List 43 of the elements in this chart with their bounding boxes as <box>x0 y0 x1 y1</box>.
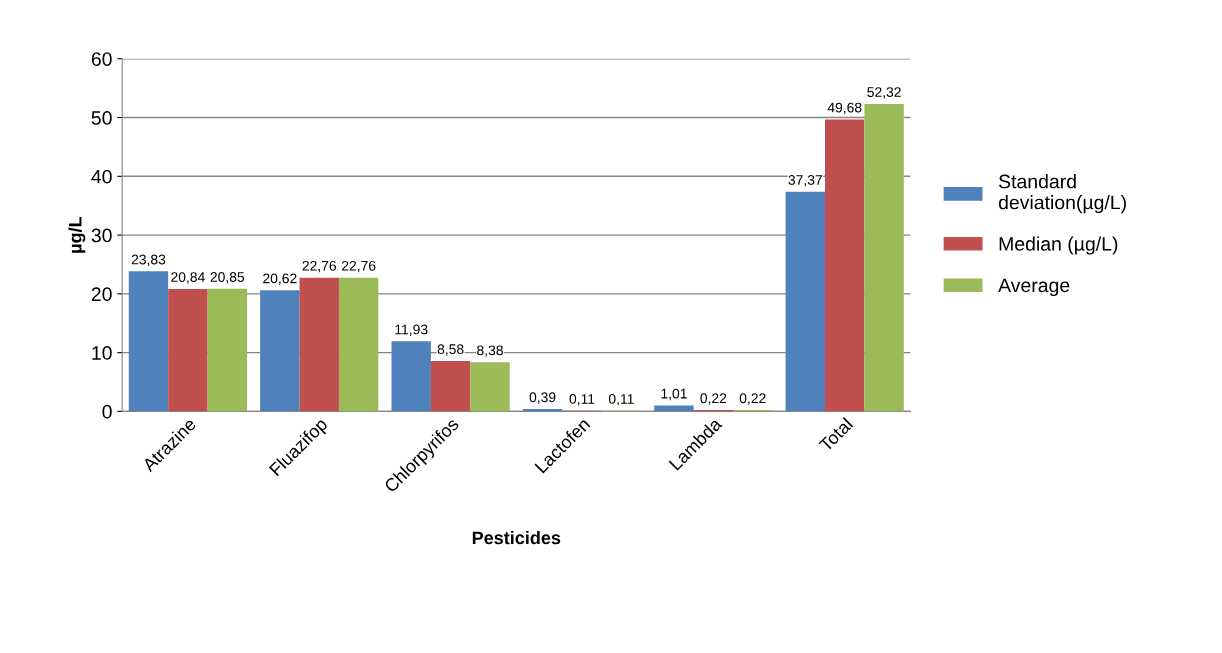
y-tick-label: 40 <box>91 169 112 184</box>
bar <box>128 271 169 412</box>
bar <box>864 103 904 412</box>
data-label: 49,68 <box>827 102 862 115</box>
data-label: 22,76 <box>341 260 376 273</box>
y-tick-label: 20 <box>91 287 112 302</box>
data-label: 22,76 <box>302 260 337 273</box>
data-label: 20,85 <box>210 272 245 284</box>
bar <box>299 277 339 412</box>
data-label: 0,39 <box>529 392 556 404</box>
data-label: 1,01 <box>661 388 687 401</box>
bar <box>654 405 694 412</box>
bar <box>470 362 510 412</box>
bar <box>260 290 300 412</box>
data-label: 0,22 <box>739 393 766 405</box>
data-label: 23,83 <box>131 254 166 267</box>
legend-label: Standard deviation(µg/L) <box>998 174 1126 214</box>
data-label: 11,93 <box>395 324 428 337</box>
data-label: 8,58 <box>437 344 464 356</box>
legend-label: Median (µg/L) <box>999 236 1118 255</box>
data-label: 8,38 <box>477 345 503 357</box>
x-axis-title: Pesticides <box>472 530 561 545</box>
data-label: 20,84 <box>171 272 205 284</box>
data-label: 0,11 <box>608 394 634 406</box>
data-label: 20,62 <box>263 273 297 285</box>
data-label: 52,32 <box>867 87 901 99</box>
y-tick-label: 30 <box>91 228 112 243</box>
bar <box>338 277 379 412</box>
y-tick-label: 60 <box>91 52 112 67</box>
bar <box>430 360 471 412</box>
bar <box>207 288 247 412</box>
bar <box>391 341 431 412</box>
data-label: 0,22 <box>700 393 727 405</box>
data-label: 0,11 <box>569 394 595 406</box>
y-axis-title: µg/L <box>68 216 86 253</box>
y-tick-label: 50 <box>91 111 112 125</box>
bar <box>168 288 208 412</box>
data-label: 37,37 <box>788 175 822 187</box>
y-tick-label: 0 <box>102 404 112 419</box>
bar <box>825 119 865 412</box>
y-tick-label: 10 <box>92 346 112 360</box>
bar <box>785 191 825 412</box>
legend-label: Average <box>998 278 1070 297</box>
